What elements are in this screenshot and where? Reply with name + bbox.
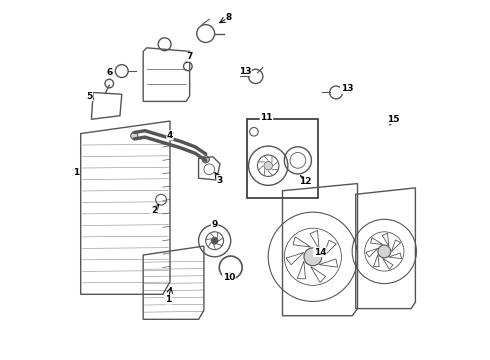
Circle shape [378, 245, 391, 258]
Text: 10: 10 [223, 273, 235, 282]
Text: 5: 5 [86, 91, 93, 100]
Bar [247, 119, 318, 198]
Text: 11: 11 [260, 113, 272, 122]
Circle shape [202, 156, 209, 163]
Circle shape [131, 132, 138, 139]
Text: 6: 6 [106, 68, 112, 77]
Text: 13: 13 [239, 67, 251, 76]
Text: 15: 15 [387, 115, 399, 124]
Text: 14: 14 [314, 248, 326, 257]
Circle shape [211, 237, 218, 244]
Text: 1: 1 [165, 295, 172, 304]
Circle shape [304, 248, 322, 266]
Text: 1: 1 [74, 168, 79, 177]
Text: 12: 12 [299, 177, 312, 186]
Text: 13: 13 [341, 84, 353, 93]
Text: 8: 8 [226, 13, 232, 22]
Circle shape [264, 161, 272, 170]
Text: 7: 7 [186, 52, 193, 61]
Text: 9: 9 [212, 220, 218, 229]
Text: 2: 2 [151, 206, 157, 215]
Text: 3: 3 [217, 176, 223, 185]
Text: 4: 4 [167, 131, 173, 140]
